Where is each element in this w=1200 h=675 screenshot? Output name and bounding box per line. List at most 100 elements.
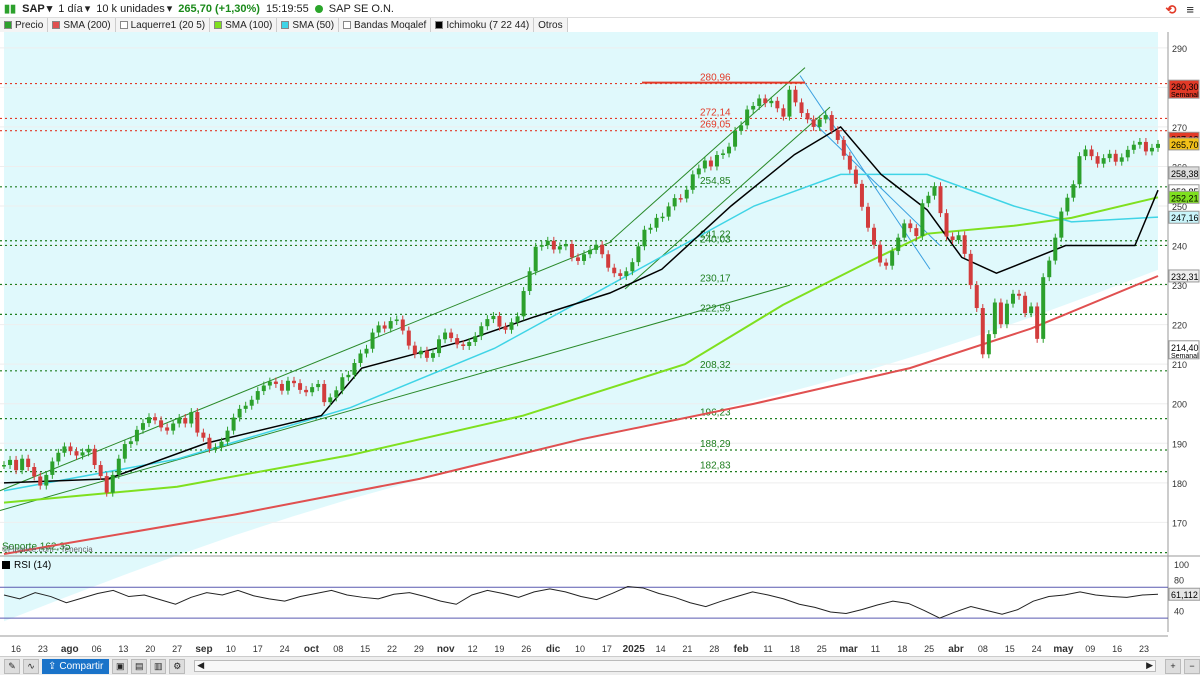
candle-body — [557, 246, 562, 250]
share-button[interactable]: ⇪ Compartir — [42, 658, 110, 674]
rsi-label: RSI (14) — [14, 560, 51, 571]
scroll-right-icon[interactable]: ▶ — [1146, 660, 1153, 670]
print-icon[interactable]: ▥ — [150, 658, 167, 674]
candle-body — [757, 98, 762, 106]
candle-body — [926, 195, 931, 204]
candle-body — [14, 459, 19, 471]
candle-body — [1131, 144, 1136, 150]
rsi-value-text: 61,112 — [1171, 590, 1198, 600]
time-scrollbar[interactable]: ◀ ▶ — [194, 660, 1156, 672]
candle-body — [1101, 158, 1106, 164]
candle-body — [998, 302, 1003, 325]
level-label: Soporte 162,35 — [2, 542, 71, 553]
legend-item[interactable]: SMA (100) — [210, 18, 278, 32]
settings-icon[interactable]: ⚙ — [169, 658, 186, 674]
trend-line — [0, 284, 791, 511]
refresh-icon[interactable]: ⟲ — [1165, 2, 1177, 17]
candle-body — [231, 417, 236, 431]
price-label-text: 232,31 — [1171, 272, 1199, 282]
candle-body — [249, 399, 254, 406]
level-label: 269,05 — [700, 120, 731, 131]
candle-body — [165, 427, 170, 431]
legend-item[interactable]: SMA (50) — [277, 18, 340, 32]
y-tick-label: 200 — [1172, 400, 1187, 410]
market-open-icon — [314, 4, 323, 13]
candle-body — [974, 285, 979, 309]
x-tick-label: dic — [546, 644, 561, 655]
candle-body — [648, 227, 653, 230]
candle-body — [352, 362, 357, 375]
x-tick-label: 15 — [1005, 644, 1015, 654]
candle-body — [32, 467, 37, 477]
price-label-box — [1168, 166, 1200, 180]
camera-icon[interactable]: ▣ — [112, 658, 129, 674]
price-chart[interactable]: 1701801902002102202302402502602702802902… — [0, 32, 1200, 656]
candle-body — [273, 381, 278, 384]
candle-body — [539, 245, 544, 247]
candle-body — [781, 108, 786, 117]
indicator-icon[interactable]: ∿ — [23, 658, 39, 674]
candle-body — [20, 458, 25, 471]
x-tick-label: 17 — [253, 644, 263, 654]
y-tick-label: 270 — [1172, 123, 1187, 133]
zoom-in-icon[interactable]: + — [1165, 658, 1181, 674]
candle-body — [1077, 156, 1082, 185]
candle-body — [443, 332, 448, 340]
x-tick-label: 25 — [817, 644, 827, 654]
x-tick-label: 29 — [414, 644, 424, 654]
x-tick-label: 27 — [172, 644, 182, 654]
candle-body — [962, 235, 967, 254]
candle-body — [177, 417, 182, 424]
top-toolbar: ▮▮ SAP ▾ 1 día ▾ 10 k unidades ▾ 265,70 (+1… — [0, 0, 1200, 18]
candle-body — [932, 186, 937, 196]
units-selector[interactable]: 10 k unidades ▾ — [96, 2, 173, 16]
candle-body — [606, 254, 611, 268]
level-label: 222,59 — [700, 303, 731, 314]
candle-body — [660, 216, 665, 219]
draw-tool-icon[interactable]: ✎ — [4, 658, 20, 674]
legend-item[interactable]: Precio — [0, 18, 49, 32]
candle-body — [74, 451, 79, 456]
candle-body — [140, 423, 145, 430]
price-label-text: 265,70 — [1171, 140, 1199, 150]
x-tick-label: ago — [61, 644, 79, 655]
chevron-down-icon: ▾ — [166, 3, 173, 15]
price-label-box — [1168, 79, 1200, 99]
menu-icon[interactable]: ≡ — [1186, 2, 1194, 17]
x-tick-label: 18 — [897, 644, 907, 654]
candle-body — [316, 383, 321, 388]
legend-item[interactable]: Bandas Moqalef — [339, 18, 432, 32]
legend-item[interactable]: Laquerre1 (20 5) — [115, 18, 211, 32]
x-tick-label: 25 — [924, 644, 934, 654]
x-tick-label: oct — [304, 644, 320, 655]
x-tick-label: 28 — [709, 644, 719, 654]
candle-body — [533, 246, 538, 272]
candle-body — [636, 246, 641, 263]
layout-icon[interactable]: ▤ — [131, 658, 148, 674]
legend-item[interactable]: SMA (200) — [48, 18, 116, 32]
rsi-swatch — [2, 561, 10, 569]
legend-label: Otros — [538, 19, 563, 31]
price-label: 247,16 — [1168, 210, 1200, 224]
candle-body — [769, 100, 774, 104]
sma100-line — [3, 196, 1159, 504]
candle-body — [147, 417, 152, 424]
scroll-left-icon[interactable]: ◀ — [197, 660, 205, 670]
candle-body — [310, 387, 315, 393]
candle-body — [201, 432, 206, 438]
legend-item[interactable]: Ichimoku (7 22 44) — [431, 18, 535, 32]
candle-body — [569, 243, 574, 258]
chart-type-icon[interactable]: ▮▮ — [4, 3, 17, 15]
x-tick-label: 23 — [1139, 644, 1149, 654]
candle-body — [267, 381, 272, 386]
candle-body — [424, 350, 429, 358]
legend-item[interactable]: Otros — [534, 18, 568, 32]
candle-body — [672, 198, 677, 207]
x-tick-label: 15 — [360, 644, 370, 654]
y-tick-label: 240 — [1172, 242, 1187, 252]
interval-selector[interactable]: 1 día ▾ — [58, 2, 90, 16]
trend-line — [0, 241, 613, 492]
price-label-sub: Semanal — [1171, 353, 1199, 360]
symbol-selector[interactable]: SAP ▾ — [22, 2, 52, 16]
zoom-out-icon[interactable]: − — [1184, 658, 1200, 674]
